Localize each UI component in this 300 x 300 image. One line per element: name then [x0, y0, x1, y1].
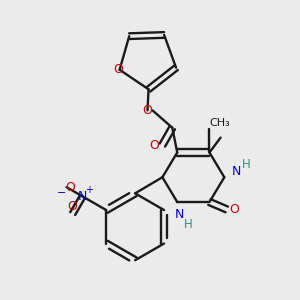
- Text: O: O: [149, 139, 159, 152]
- Text: O: O: [65, 181, 75, 194]
- Text: H: H: [184, 218, 193, 231]
- Text: N: N: [175, 208, 184, 221]
- Text: CH₃: CH₃: [209, 118, 230, 128]
- Text: N: N: [78, 190, 87, 203]
- Text: O: O: [113, 63, 123, 76]
- Text: N: N: [232, 165, 242, 178]
- Text: +: +: [85, 185, 93, 195]
- Text: O: O: [68, 200, 78, 213]
- Text: O: O: [229, 203, 239, 216]
- Text: −: −: [57, 188, 66, 198]
- Text: O: O: [142, 104, 152, 117]
- Text: H: H: [242, 158, 251, 171]
